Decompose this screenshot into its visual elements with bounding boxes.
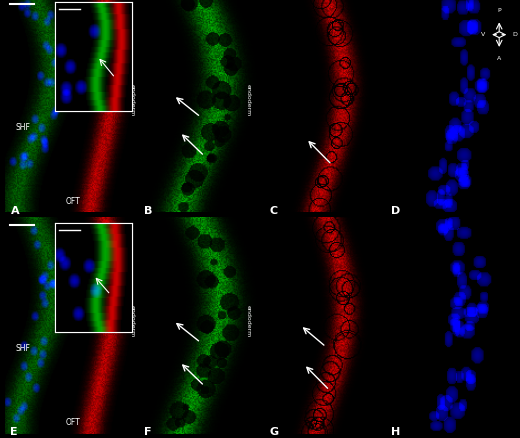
Text: OFT: OFT (66, 418, 80, 427)
Text: A: A (10, 206, 19, 216)
Text: endoderm: endoderm (130, 305, 135, 337)
Text: E: E (10, 427, 18, 437)
Text: SHF: SHF (16, 344, 31, 353)
Text: SHF: SHF (16, 123, 31, 132)
Text: V: V (481, 32, 485, 37)
Text: D: D (391, 206, 400, 216)
Text: B: B (144, 206, 152, 216)
Text: F: F (144, 427, 151, 437)
Text: endoderm: endoderm (245, 305, 250, 337)
Text: endoderm: endoderm (130, 84, 135, 116)
Text: C: C (270, 206, 278, 216)
Bar (55, 2, 132, 110)
Text: A: A (497, 57, 501, 61)
Text: P: P (498, 8, 501, 13)
Text: OFT: OFT (66, 197, 80, 206)
Text: D: D (513, 32, 517, 37)
Text: endoderm: endoderm (245, 84, 250, 116)
Text: G: G (270, 427, 279, 437)
Text: H: H (391, 427, 400, 437)
Bar (55, 223, 132, 332)
